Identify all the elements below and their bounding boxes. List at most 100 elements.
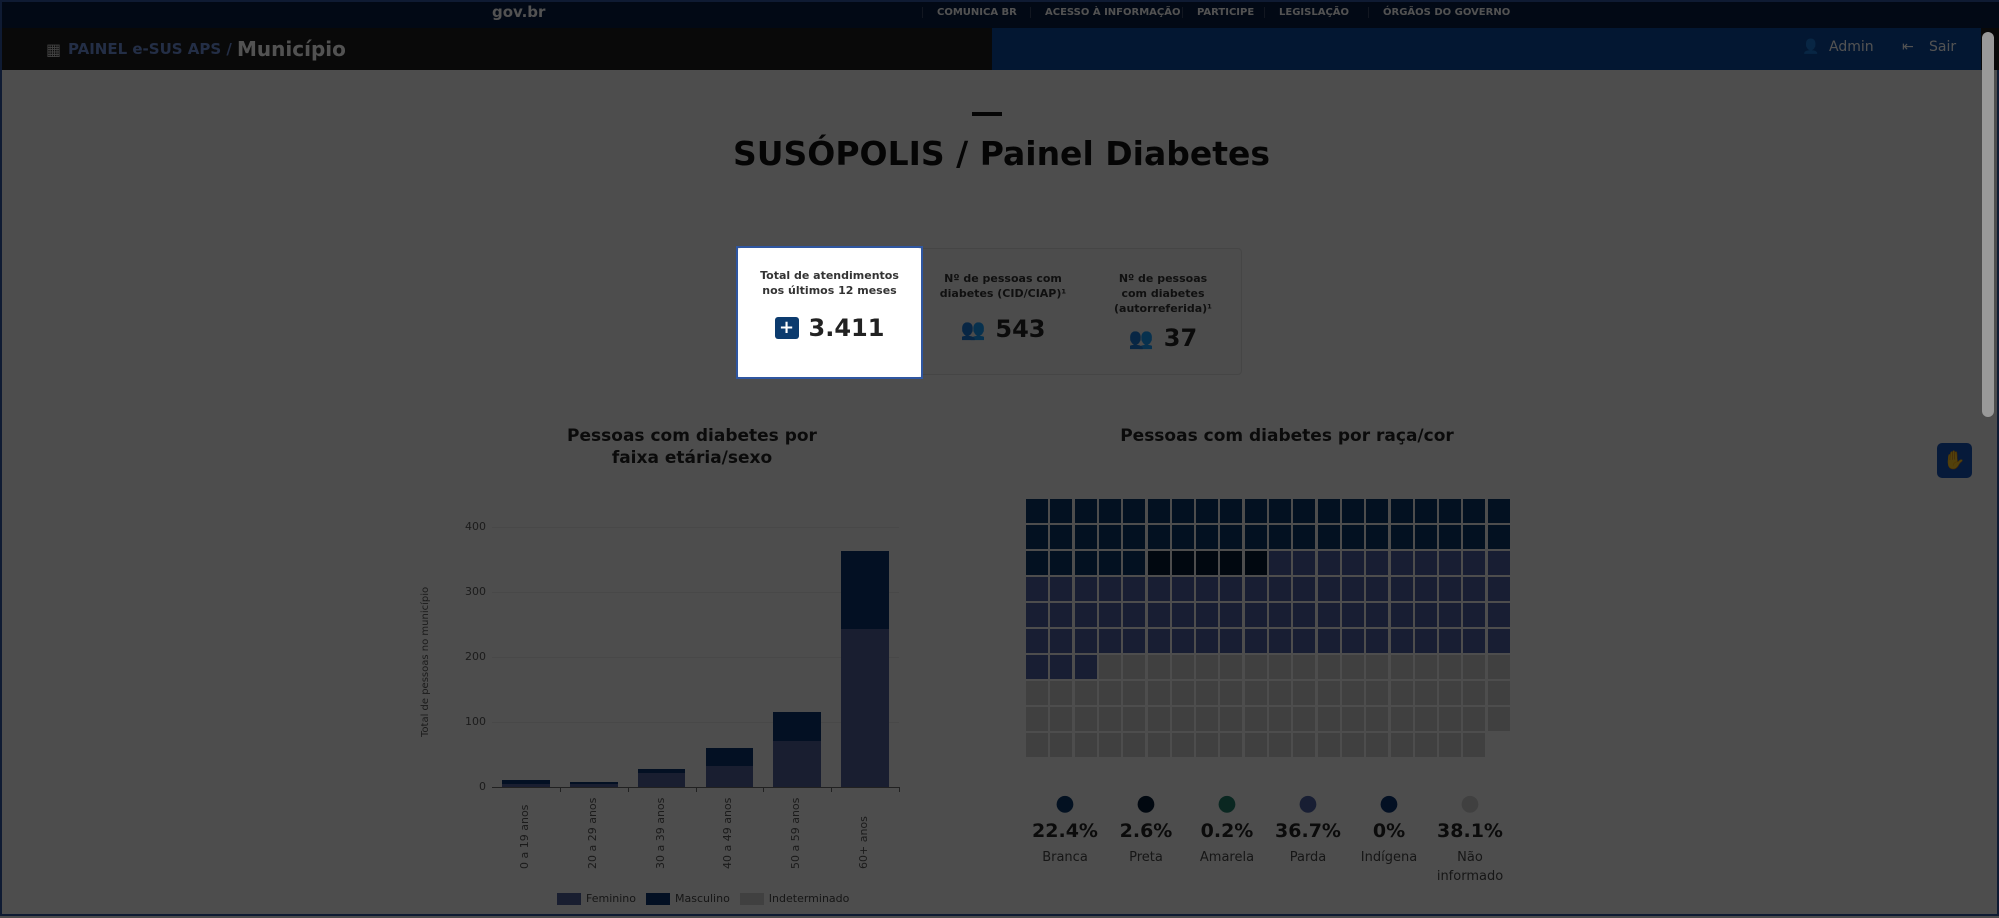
waffle-cell bbox=[1341, 629, 1364, 653]
link-acesso-informacao[interactable]: ACESSO À INFORMAÇÃO bbox=[1030, 7, 1194, 18]
waffle-cell bbox=[1196, 499, 1219, 523]
race-label: Indígena bbox=[1360, 850, 1418, 865]
waffle-cell bbox=[1098, 577, 1121, 601]
waffle-cell bbox=[1463, 603, 1486, 627]
race-legend-item: ● 2.6% Preta bbox=[1101, 792, 1191, 867]
bar-feminino bbox=[637, 772, 686, 787]
waffle-cell bbox=[1366, 733, 1389, 757]
gov-topbar: gov.br COMUNICA BR ACESSO À INFORMAÇÃO P… bbox=[2, 2, 1999, 28]
waffle-cell bbox=[1366, 603, 1389, 627]
waffle-cell bbox=[1341, 733, 1364, 757]
waffle-cell bbox=[1050, 655, 1073, 679]
waffle-cell bbox=[1317, 733, 1340, 757]
waffle-cell bbox=[1220, 629, 1243, 653]
link-participe[interactable]: PARTICIPE bbox=[1182, 7, 1268, 18]
scrollbar[interactable] bbox=[1982, 32, 1994, 417]
waffle-cell bbox=[1414, 681, 1437, 705]
legend-item[interactable]: Feminino bbox=[557, 892, 636, 905]
waffle-cell bbox=[1269, 551, 1291, 575]
waffle-cell bbox=[1074, 577, 1097, 601]
waffle-cell bbox=[1050, 603, 1073, 627]
govbr-logo[interactable]: gov.br bbox=[492, 3, 546, 21]
waffle-cell bbox=[1366, 707, 1389, 731]
waffle-cell bbox=[1196, 629, 1219, 653]
waffle-cell bbox=[1171, 525, 1194, 549]
waffle-cell bbox=[1244, 551, 1267, 575]
race-percent: 2.6% bbox=[1119, 820, 1173, 842]
waffle-cell bbox=[1050, 707, 1073, 731]
waffle-cell bbox=[1244, 499, 1267, 523]
race-label: Amarela bbox=[1199, 850, 1255, 865]
waffle-cell bbox=[1098, 525, 1121, 549]
link-comunica-br[interactable]: COMUNICA BR bbox=[922, 7, 1031, 18]
waffle-cell bbox=[1317, 577, 1340, 601]
navbar-blue-section bbox=[992, 28, 1981, 70]
waffle-cell bbox=[1293, 733, 1316, 757]
hands-icon: ✋ bbox=[1943, 450, 1966, 471]
age-chart-title: Pessoas com diabetes por faixa etária/se… bbox=[567, 426, 817, 468]
sign-language-accessibility-button[interactable]: ✋ bbox=[1937, 443, 1972, 478]
waffle-cell bbox=[1123, 733, 1146, 757]
waffle-cell bbox=[1220, 499, 1243, 523]
waffle-cell bbox=[1439, 577, 1462, 601]
waffle-cell bbox=[1293, 655, 1316, 679]
waffle-cell bbox=[1317, 681, 1340, 705]
waffle-cell bbox=[1317, 707, 1340, 731]
waffle-cell bbox=[1366, 499, 1389, 523]
card-total-atendimentos: Total de atendimentos nos últimos 12 mes… bbox=[738, 248, 921, 377]
bar-feminino bbox=[773, 740, 822, 787]
age-sex-bar-chart: 0 100 200 300 400 Total de pessoas no municíp… bbox=[420, 502, 922, 918]
waffle-cell bbox=[1293, 577, 1316, 601]
waffle-cell bbox=[1147, 707, 1170, 731]
waffle-cell bbox=[1390, 681, 1413, 705]
waffle-cell bbox=[1341, 707, 1364, 731]
waffle-cell bbox=[1074, 551, 1097, 575]
logout-button[interactable]: Sair bbox=[1929, 39, 1957, 55]
waffle-cell bbox=[1244, 603, 1267, 627]
waffle-cell bbox=[1463, 681, 1486, 705]
waffle-cell bbox=[1269, 525, 1291, 549]
waffle-cell bbox=[1026, 577, 1048, 601]
waffle-cell bbox=[1341, 603, 1364, 627]
waffle-cell bbox=[1123, 681, 1146, 705]
waffle-cell bbox=[1390, 499, 1413, 523]
waffle-cell bbox=[1244, 577, 1267, 601]
race-legend-item: ● 38.1% Não informado bbox=[1425, 792, 1515, 886]
legend-item[interactable]: Masculino bbox=[646, 892, 730, 905]
waffle-cell bbox=[1414, 655, 1437, 679]
waffle-cell bbox=[1414, 603, 1437, 627]
title-dash bbox=[972, 112, 1002, 116]
race-legend-item: ● 0% Indígena bbox=[1344, 792, 1434, 867]
waffle-cell bbox=[1098, 733, 1121, 757]
y-tick-label: 200 bbox=[465, 650, 486, 663]
waffle-cell bbox=[1487, 499, 1510, 523]
waffle-cell bbox=[1269, 629, 1291, 653]
waffle-cell bbox=[1098, 603, 1121, 627]
waffle-cell bbox=[1366, 629, 1389, 653]
gridline bbox=[492, 592, 899, 593]
waffle-cell bbox=[1026, 681, 1048, 705]
waffle-cell bbox=[1487, 525, 1510, 549]
waffle-cell bbox=[1244, 629, 1267, 653]
x-tick-label: 30 a 39 anos bbox=[653, 797, 667, 869]
legend-item[interactable]: Indeterminado bbox=[739, 892, 849, 905]
admin-button[interactable]: Admin bbox=[1829, 39, 1874, 55]
x-tick bbox=[695, 787, 697, 792]
waffle-cell bbox=[1123, 629, 1146, 653]
link-orgaos-governo[interactable]: ÓRGÃOS DO GOVERNO bbox=[1368, 7, 1524, 18]
waffle-cell bbox=[1487, 681, 1510, 705]
race-legend-item: ● 0.2% Amarela bbox=[1182, 792, 1272, 867]
waffle-cell bbox=[1293, 681, 1316, 705]
breadcrumb-app[interactable]: PAINEL e-SUS APS / bbox=[68, 40, 232, 58]
waffle-cell bbox=[1098, 655, 1121, 679]
link-legislacao[interactable]: LEGISLAÇÃO bbox=[1264, 7, 1363, 18]
waffle-cell bbox=[1317, 551, 1340, 575]
people-icon: 👥 bbox=[960, 317, 986, 341]
race-legend-item: ● 22.4% Branca bbox=[1020, 792, 1110, 867]
card-diabetes-cid: Nº de pessoas com diabetes (CID/CIAP)¹ 👥… bbox=[923, 249, 1083, 376]
breadcrumb-page: Município bbox=[237, 37, 346, 61]
waffle-cell bbox=[1487, 655, 1510, 679]
waffle-cell bbox=[1123, 603, 1146, 627]
y-tick-label: 100 bbox=[465, 715, 486, 728]
waffle-cell bbox=[1317, 499, 1340, 523]
